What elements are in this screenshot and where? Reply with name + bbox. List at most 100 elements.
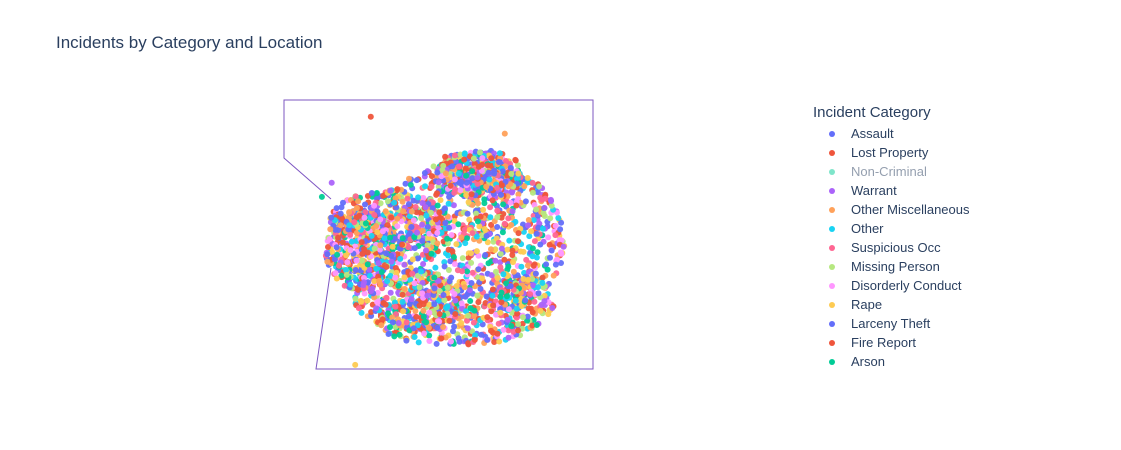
incident-point-arson[interactable] bbox=[529, 245, 536, 252]
incident-point-fire-report[interactable] bbox=[519, 320, 526, 327]
incident-point-disorderly-conduct[interactable] bbox=[505, 306, 512, 313]
incident-point-other[interactable] bbox=[381, 235, 388, 242]
incident-point-warrant[interactable] bbox=[387, 289, 394, 296]
incident-point-larceny-theft[interactable] bbox=[424, 223, 431, 230]
incident-point-disorderly-conduct[interactable] bbox=[448, 338, 454, 345]
incident-point-disorderly-conduct[interactable] bbox=[421, 330, 428, 337]
incident-point-larceny-theft[interactable] bbox=[406, 230, 413, 237]
incident-point-other-miscellaneous[interactable] bbox=[400, 208, 407, 215]
incident-point-other[interactable] bbox=[432, 264, 439, 271]
incident-point-warrant[interactable] bbox=[388, 258, 395, 265]
incident-point-larceny-theft[interactable] bbox=[324, 251, 331, 258]
incident-point-arson[interactable] bbox=[503, 280, 510, 287]
incident-point-other-miscellaneous[interactable] bbox=[461, 284, 468, 291]
incident-point-missing-person[interactable] bbox=[444, 284, 451, 291]
incident-point-fire-report[interactable] bbox=[498, 214, 505, 221]
incident-point-rape[interactable] bbox=[374, 229, 381, 236]
incident-point-other-miscellaneous[interactable] bbox=[525, 217, 532, 223]
incident-point-disorderly-conduct[interactable] bbox=[451, 176, 458, 183]
incident-point-arson[interactable] bbox=[469, 168, 476, 175]
incident-point-lost-property[interactable] bbox=[383, 263, 390, 270]
incident-point-arson[interactable] bbox=[428, 250, 435, 257]
incident-point-other[interactable] bbox=[526, 233, 533, 240]
incident-point-disorderly-conduct[interactable] bbox=[500, 326, 507, 333]
incident-point-assault[interactable] bbox=[447, 258, 454, 265]
incident-point-missing-person[interactable] bbox=[424, 242, 431, 249]
incident-point-other-miscellaneous[interactable] bbox=[458, 234, 465, 241]
incident-point-assault[interactable] bbox=[441, 263, 448, 270]
incident-point-other[interactable] bbox=[487, 214, 494, 221]
incident-point-fire-report[interactable] bbox=[525, 305, 532, 312]
incident-point-missing-person[interactable] bbox=[478, 232, 485, 239]
incident-point-rape[interactable] bbox=[352, 361, 359, 368]
incident-point-arson[interactable] bbox=[420, 313, 427, 320]
incident-point-other[interactable] bbox=[407, 277, 414, 284]
incident-point-warrant[interactable] bbox=[504, 316, 511, 323]
legend-item-non-criminal[interactable]: Non-Criminal bbox=[813, 162, 970, 181]
incident-point-other[interactable] bbox=[347, 281, 354, 288]
incident-point-fire-report[interactable] bbox=[399, 291, 406, 298]
incident-point-assault[interactable] bbox=[482, 252, 489, 258]
incident-point-arson[interactable] bbox=[534, 249, 541, 256]
incident-point-larceny-theft[interactable] bbox=[405, 313, 412, 320]
incident-point-arson[interactable] bbox=[499, 229, 506, 236]
incident-point-arson[interactable] bbox=[426, 332, 433, 339]
incident-point-arson[interactable] bbox=[378, 269, 385, 275]
incident-point-lost-property[interactable] bbox=[442, 153, 449, 160]
incident-point-warrant[interactable] bbox=[419, 221, 426, 228]
incident-point-missing-person[interactable] bbox=[371, 245, 378, 252]
incident-point-arson[interactable] bbox=[434, 202, 441, 209]
incident-point-rape[interactable] bbox=[468, 250, 474, 257]
incident-point-disorderly-conduct[interactable] bbox=[557, 249, 564, 256]
incident-point-fire-report[interactable] bbox=[471, 336, 478, 343]
incident-point-larceny-theft[interactable] bbox=[403, 337, 410, 344]
incident-point-larceny-theft[interactable] bbox=[533, 230, 540, 237]
incident-point-fire-report[interactable] bbox=[356, 212, 363, 219]
incident-point-other-miscellaneous[interactable] bbox=[399, 198, 406, 205]
incident-point-warrant[interactable] bbox=[464, 325, 471, 332]
incident-point-arson[interactable] bbox=[318, 193, 325, 200]
incident-point-larceny-theft[interactable] bbox=[328, 214, 335, 221]
incident-point-warrant[interactable] bbox=[509, 208, 516, 215]
incident-point-suspicious-occ[interactable] bbox=[371, 211, 378, 218]
incident-point-arson[interactable] bbox=[411, 234, 418, 241]
incident-point-lost-property[interactable] bbox=[394, 186, 401, 193]
incident-point-rape[interactable] bbox=[524, 175, 531, 181]
incident-point-other[interactable] bbox=[445, 200, 452, 207]
incident-point-lost-property[interactable] bbox=[416, 302, 423, 309]
incident-point-other-miscellaneous[interactable] bbox=[378, 322, 385, 329]
incident-point-fire-report[interactable] bbox=[489, 286, 496, 293]
incident-point-warrant[interactable] bbox=[408, 296, 415, 303]
incident-point-other-miscellaneous[interactable] bbox=[353, 205, 360, 211]
incident-point-fire-report[interactable] bbox=[436, 209, 443, 216]
incident-point-assault[interactable] bbox=[333, 205, 340, 212]
incident-point-suspicious-occ[interactable] bbox=[351, 219, 358, 226]
incident-point-disorderly-conduct[interactable] bbox=[361, 290, 368, 297]
incident-point-arson[interactable] bbox=[385, 310, 391, 317]
incident-point-other[interactable] bbox=[555, 215, 562, 221]
incident-point-fire-report[interactable] bbox=[488, 221, 495, 228]
incident-point-assault[interactable] bbox=[483, 293, 490, 300]
incident-point-other-miscellaneous[interactable] bbox=[420, 307, 427, 314]
incident-point-disorderly-conduct[interactable] bbox=[554, 256, 560, 263]
incident-point-rape[interactable] bbox=[515, 170, 522, 177]
incident-point-assault[interactable] bbox=[524, 313, 531, 320]
incident-point-assault[interactable] bbox=[431, 301, 438, 308]
incident-point-missing-person[interactable] bbox=[358, 257, 365, 264]
legend-item-other[interactable]: Other bbox=[813, 219, 970, 238]
incident-point-other-miscellaneous[interactable] bbox=[337, 222, 344, 229]
incident-point-fire-report[interactable] bbox=[325, 244, 331, 250]
incident-point-other[interactable] bbox=[461, 151, 468, 158]
incident-point-larceny-theft[interactable] bbox=[483, 232, 490, 239]
incident-point-arson[interactable] bbox=[396, 331, 403, 338]
incident-point-disorderly-conduct[interactable] bbox=[448, 232, 455, 238]
incident-point-larceny-theft[interactable] bbox=[421, 170, 428, 176]
incident-point-suspicious-occ[interactable] bbox=[405, 244, 412, 251]
incident-point-other[interactable] bbox=[387, 272, 394, 279]
incident-point-fire-report[interactable] bbox=[438, 335, 444, 342]
incident-point-missing-person[interactable] bbox=[547, 215, 554, 222]
incident-point-rape[interactable] bbox=[479, 275, 486, 282]
incident-point-other-miscellaneous[interactable] bbox=[550, 272, 557, 279]
incident-point-other[interactable] bbox=[539, 279, 546, 286]
incident-point-suspicious-occ[interactable] bbox=[347, 231, 354, 238]
